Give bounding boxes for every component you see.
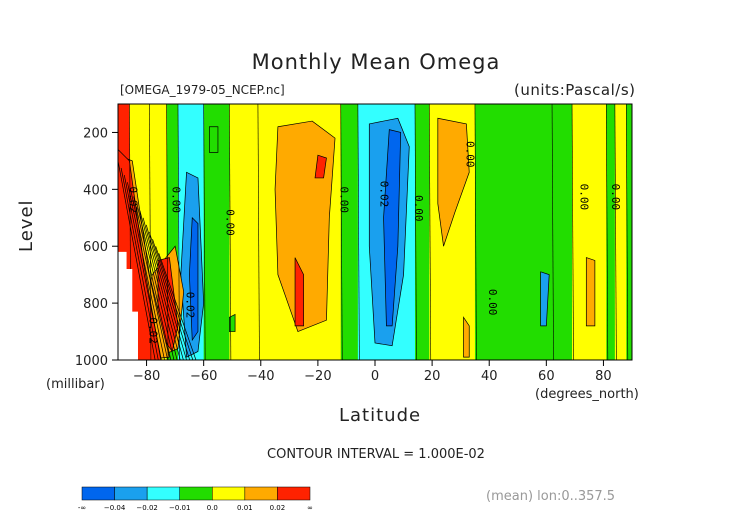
contour-line: [130, 189, 169, 360]
contour-region: [585, 257, 596, 327]
contour-line: [551, 104, 554, 360]
contour-label: 0.00: [169, 186, 182, 213]
colorbar-swatch: [179, 486, 213, 501]
contour-line: [229, 104, 232, 360]
contour-line: [149, 104, 152, 360]
contour-region: [314, 154, 327, 179]
contour-label: 0.00: [486, 289, 499, 316]
x-tick-label: −20: [304, 369, 331, 384]
x-tick-label: 80: [595, 369, 612, 384]
x-tick-label: 20: [424, 369, 441, 384]
contour-label: 0.02: [126, 186, 139, 213]
contour-label: 0.00: [338, 186, 351, 213]
contour-label: 0.00: [463, 141, 476, 168]
contour-line: [357, 104, 360, 360]
contour-line: [155, 246, 194, 360]
contour-line: [571, 104, 574, 360]
contour-label: 0.00: [224, 209, 237, 236]
colorbar-swatch: [146, 486, 180, 501]
contour-band: [166, 104, 179, 360]
contour-line: [625, 104, 629, 360]
contour-line: [257, 104, 260, 360]
contour-label: 0.02: [184, 292, 197, 319]
x-tick-label: 0: [371, 369, 379, 384]
contour-region: [383, 129, 402, 327]
contour-region: [294, 257, 304, 327]
x-tick-label: 60: [538, 369, 555, 384]
contour-line: [127, 182, 165, 360]
contour-region: [209, 126, 219, 153]
contour-line: [152, 239, 191, 360]
colorbar-swatch: [212, 486, 246, 501]
contour-line: [136, 203, 175, 360]
colorbar-swatch: [114, 486, 148, 501]
y-tick-label: 1000: [75, 354, 108, 369]
contour-interval-text: CONTOUR INTERVAL = 1.000E-02: [267, 447, 485, 462]
contour-line: [428, 104, 432, 360]
contour-line: [166, 104, 169, 360]
contour-fill-group: 0.02 0.00 0.00 0.02 0.02 0.00 0.02 0.00 0.00 0.00…: [118, 104, 632, 360]
contour-label: 0.02: [146, 317, 159, 344]
contour-band: [626, 104, 632, 360]
contour-line: [142, 217, 181, 360]
contour-line: [605, 104, 609, 360]
contour-band: [606, 104, 616, 360]
colorbar-label: 0.0: [207, 504, 218, 512]
colorbar-label: -∞: [78, 504, 86, 512]
contour-line: [120, 167, 159, 360]
contour-label: 0.00: [412, 195, 425, 222]
y-tick-label: 800: [83, 297, 108, 312]
x-tick-label: −80: [133, 369, 160, 384]
contour-line: [145, 224, 184, 360]
x-tick-label: −40: [247, 369, 274, 384]
contour-band: [340, 104, 359, 360]
contour-label: 0.00: [578, 184, 591, 211]
footer-note: (mean) lon:0..357.5: [486, 489, 616, 504]
contour-line: [414, 104, 417, 360]
units-label: (units:Pascal/s): [514, 81, 636, 99]
colorbar-label: −0.02: [136, 504, 157, 512]
file-label: [OMEGA_1979-05_NCEP.nc]: [120, 83, 285, 97]
contour-band: [614, 104, 627, 360]
colorbar-swatch: [277, 486, 311, 501]
contour-line: [123, 175, 162, 360]
contour-label: 0.02: [378, 181, 391, 208]
contour-region: [540, 271, 550, 327]
colorbar-label: −0.04: [104, 504, 126, 512]
x-tick-label: 40: [481, 369, 498, 384]
contour-label: 0.00: [609, 184, 622, 211]
colorbar-swatch: [81, 486, 115, 501]
x-axis-unit: (degrees_north): [535, 387, 639, 402]
contour-region: [189, 216, 199, 342]
contour-region: [229, 313, 236, 332]
contour-line: [614, 104, 617, 360]
x-axis-label: Latitude: [339, 405, 422, 426]
contour-region: [437, 117, 470, 247]
y-tick-label: 400: [83, 183, 108, 198]
contour-line: [139, 210, 178, 360]
contour-line: [340, 104, 343, 360]
contour-region: [463, 316, 470, 358]
y-tick-label: 200: [83, 126, 108, 141]
contour-line: [158, 253, 197, 360]
contour-band: [414, 104, 430, 360]
y-axis-unit: (millibar): [46, 377, 105, 392]
contour-line: [133, 196, 172, 360]
colorbar-swatch: [244, 486, 278, 501]
chart-title: Monthly Mean Omega: [251, 50, 501, 74]
contour-line: [203, 104, 206, 360]
contour-band: [474, 104, 553, 360]
contour-line: [474, 104, 477, 360]
colorbar-label: 0.01: [237, 504, 253, 512]
colorbar-label: ∞: [307, 504, 313, 512]
y-tick-label: 600: [83, 240, 108, 255]
colorbar-label: −0.01: [169, 504, 190, 512]
missing-data-region: [118, 251, 138, 360]
x-tick-label: −60: [190, 369, 217, 384]
colorbar-label: 0.02: [270, 504, 286, 512]
contour-band: [552, 104, 573, 360]
contour-line: [118, 160, 156, 360]
contour-line: [149, 231, 187, 360]
